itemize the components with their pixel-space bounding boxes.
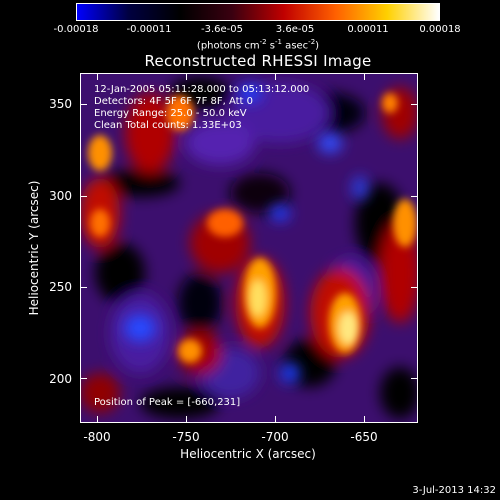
x-tick-label: -800 — [83, 430, 111, 444]
x-tick — [364, 73, 365, 80]
info-clean-counts: Clean Total counts: 1.33E+03 — [94, 120, 242, 131]
x-tick — [186, 73, 187, 80]
x-tick — [275, 416, 276, 423]
x-tick-label: -650 — [350, 430, 378, 444]
y-axis-label: Heliocentric Y (arcsec) — [27, 180, 41, 316]
y-tick — [411, 378, 418, 379]
peak-position: Position of Peak = [-660,231] — [94, 397, 241, 408]
y-tick — [411, 196, 418, 197]
y-tick — [80, 287, 87, 288]
x-tick — [364, 416, 365, 423]
info-time-range: 12-Jan-2005 05:11:28.000 to 05:13:12.000 — [94, 84, 310, 95]
rhessi-image — [80, 73, 418, 423]
x-tick — [186, 416, 187, 423]
rhessi-image-svg — [80, 73, 418, 423]
colorbar-tick-label: -3.6e-05 — [201, 24, 243, 35]
y-tick — [80, 196, 87, 197]
x-tick — [275, 73, 276, 80]
y-tick-label: 350 — [49, 97, 72, 111]
colorbar-tick-label: 0.00011 — [347, 24, 389, 35]
x-axis-label: Heliocentric X (arcsec) — [180, 447, 316, 461]
info-detectors: Detectors: 4F 5F 6F 7F 8F, Att 0 — [94, 96, 254, 107]
x-tick-label: -700 — [261, 430, 289, 444]
colorbar-units: (photons cm-2 s-1 asec-2) — [196, 38, 320, 52]
plot-timestamp: 3-Jul-2013 14:32 — [412, 485, 496, 496]
plot-title: Reconstructed RHESSI Image — [144, 52, 372, 70]
info-energy-range: Energy Range: 25.0 - 50.0 keV — [94, 108, 247, 119]
colorbar — [76, 3, 440, 21]
x-tick — [97, 416, 98, 423]
y-tick — [411, 287, 418, 288]
colorbar-tick-label: -0.00018 — [53, 24, 99, 35]
y-tick — [80, 104, 87, 105]
colorbar-tick-label: -0.00011 — [126, 24, 172, 35]
y-tick — [411, 104, 418, 105]
x-tick-label: -750 — [172, 430, 200, 444]
y-tick-label: 250 — [49, 280, 72, 294]
y-tick-label: 300 — [49, 189, 72, 203]
colorbar-tick-label: 3.6e-05 — [275, 24, 315, 35]
x-tick — [97, 73, 98, 80]
colorbar-tick-label: 0.00018 — [419, 24, 461, 35]
y-tick-label: 200 — [49, 372, 72, 386]
y-tick — [80, 378, 87, 379]
